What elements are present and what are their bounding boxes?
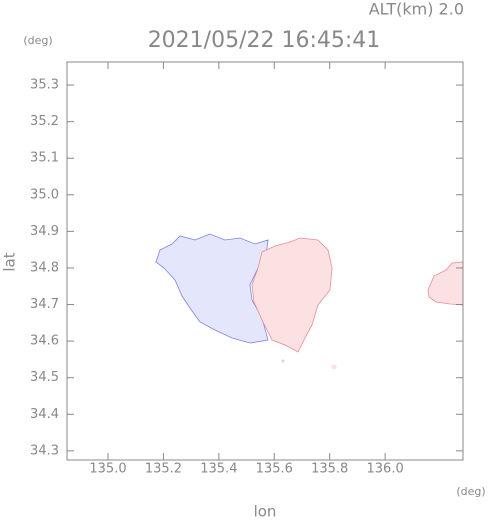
y-tick-label: 34.6 (30, 334, 59, 349)
y-tick-label: 34.8 (30, 260, 59, 275)
x-tick-label: 135.2 (145, 462, 182, 477)
x-tick-label: 135.4 (200, 462, 237, 477)
y-tick-label: 34.4 (30, 407, 59, 422)
y-tick-label: 34.5 (30, 370, 59, 385)
echo-negative (155, 233, 269, 344)
echo-positive (251, 237, 333, 353)
x-tick-label: 135.8 (311, 462, 348, 477)
x-tick-label: 135.6 (256, 462, 293, 477)
x-tick-label: 136.0 (367, 462, 404, 477)
y-tick-label: 34.3 (30, 443, 59, 458)
x-tick-label: 135.0 (89, 462, 126, 477)
y-tick-label: 35.0 (30, 187, 59, 202)
x-axis-label: lon (254, 503, 277, 521)
y-axis-label: lat (1, 252, 19, 271)
y-tick-label: 34.9 (30, 224, 59, 239)
radar-echo (155, 233, 464, 370)
echo-speck (331, 364, 337, 370)
altitude-label: ALT(km) 2.0 (369, 0, 464, 19)
x-unit: (deg) (456, 485, 485, 498)
echo-speck (281, 359, 285, 363)
y-tick-label: 35.3 (30, 78, 59, 93)
y-tick-label: 34.7 (30, 297, 59, 312)
chart-title: 2021/05/22 16:45:41 (148, 28, 381, 53)
plot-frame (66, 61, 464, 461)
y-tick-label: 35.1 (30, 151, 59, 166)
y-tick-label: 35.2 (30, 114, 59, 129)
y-unit: (deg) (23, 34, 52, 47)
